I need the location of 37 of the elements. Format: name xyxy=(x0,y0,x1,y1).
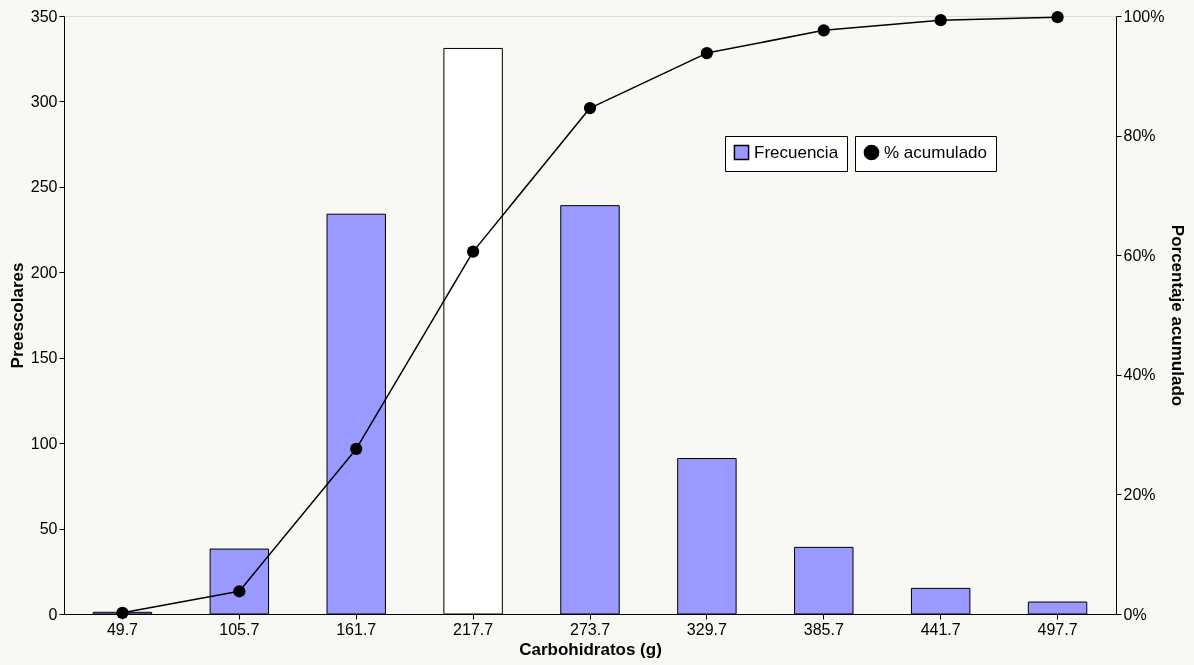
legend-label: % acumulado xyxy=(884,142,988,162)
point xyxy=(700,46,714,60)
point xyxy=(817,24,830,37)
x-axis-title: Carbohidratos (g) xyxy=(519,639,662,659)
x-tick-label: 217.7 xyxy=(453,620,494,638)
y2-tick-label: 20% xyxy=(1123,485,1156,503)
y-tick-label: 200 xyxy=(30,263,58,281)
y-axis-title: Preescolares xyxy=(7,262,27,369)
y-tick-label: 150 xyxy=(30,349,58,367)
point xyxy=(466,245,480,258)
x-tick-label: 105.7 xyxy=(219,620,260,638)
y2-tick-label: 100% xyxy=(1123,7,1165,25)
x-tick-label: 273.7 xyxy=(569,620,611,638)
point xyxy=(1051,11,1064,24)
point xyxy=(350,442,363,456)
y-tick-label: 250 xyxy=(30,178,58,196)
y-tick-label: 100 xyxy=(30,434,58,452)
x-tick-label: 49.7 xyxy=(106,620,139,638)
y-tick-label: 350 xyxy=(30,7,58,25)
x-tick-label: 441.7 xyxy=(920,620,961,638)
y2-tick-label: 60% xyxy=(1123,246,1156,264)
y-tick-label: 300 xyxy=(30,92,58,110)
y2-tick-label: 0% xyxy=(1123,605,1147,623)
point xyxy=(583,101,597,115)
legend-label: Frecuencia xyxy=(754,142,839,162)
x-tick-label: 385.7 xyxy=(803,620,844,638)
y-tick-label: 50 xyxy=(39,520,58,538)
point xyxy=(934,14,947,27)
x-tick-label: 329.7 xyxy=(686,620,728,638)
point xyxy=(233,585,246,598)
y-tick-label: 0 xyxy=(48,605,58,623)
y2-tick-label: 40% xyxy=(1123,366,1156,384)
point xyxy=(116,606,129,619)
y2-tick-label: 80% xyxy=(1123,127,1156,145)
x-tick-label: 161.7 xyxy=(336,620,377,638)
x-tick-label: 497.7 xyxy=(1037,620,1078,638)
y2-axis-title: Porcentaje acumulado xyxy=(1168,224,1188,407)
